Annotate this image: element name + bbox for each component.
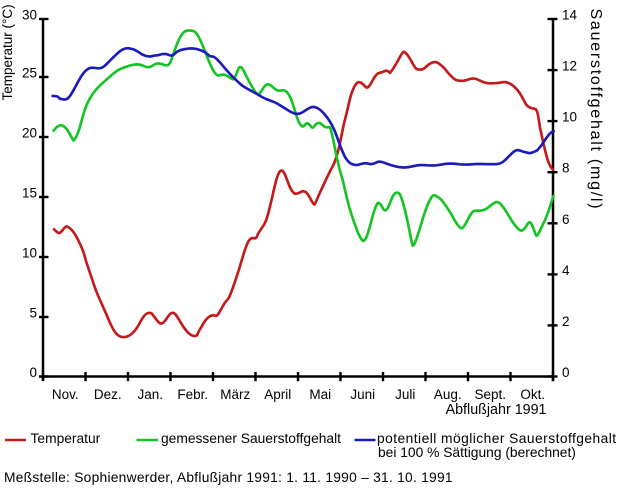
svg-text:5: 5 [29,306,37,321]
svg-text:Juli: Juli [395,387,415,402]
svg-text:8: 8 [562,161,570,176]
svg-text:20: 20 [22,126,37,141]
svg-text:Nov.: Nov. [52,387,79,402]
svg-text:25: 25 [22,66,37,81]
svg-text:Temperatur (°C): Temperatur (°C) [0,4,15,100]
svg-text:15: 15 [22,186,37,201]
svg-text:0: 0 [29,365,37,380]
svg-text:10: 10 [22,246,37,261]
svg-text:Febr.: Febr. [177,387,208,402]
svg-text:Meßstelle: Sophienwerder, Abfl: Meßstelle: Sophienwerder, Abflußjahr 199… [4,470,453,485]
svg-text:März: März [220,387,250,402]
svg-text:2: 2 [562,314,570,329]
svg-text:Juni: Juni [350,387,375,402]
svg-text:6: 6 [562,212,570,227]
svg-text:12: 12 [562,59,577,74]
svg-text:April: April [264,387,291,402]
svg-text:Okt.: Okt. [520,387,545,402]
svg-text:potentiell möglicher Sauerstof: potentiell möglicher Sauerstoffgehalt [377,431,617,446]
svg-text:Abflußjahr 1991: Abflußjahr 1991 [446,402,547,418]
svg-text:Temperatur: Temperatur [31,431,101,446]
svg-text:Aug.: Aug. [434,387,462,402]
svg-text:30: 30 [22,8,37,23]
svg-text:14: 14 [562,8,578,23]
svg-text:0: 0 [562,365,570,380]
svg-text:Mai: Mai [309,387,331,402]
svg-text:Jan.: Jan. [137,387,163,402]
svg-text:Sept.: Sept. [474,387,506,402]
svg-text:Dez.: Dez. [94,387,122,402]
svg-text:Sauerstoffgehalt (mg/l): Sauerstoffgehalt (mg/l) [587,9,604,211]
svg-text:gemessener Sauerstoffgehalt: gemessener Sauerstoffgehalt [161,431,341,446]
svg-text:10: 10 [562,110,577,125]
svg-text:4: 4 [562,263,570,278]
svg-text:bei 100 % Sättigung (berechnet: bei 100 % Sättigung (berechnet) [378,445,576,460]
